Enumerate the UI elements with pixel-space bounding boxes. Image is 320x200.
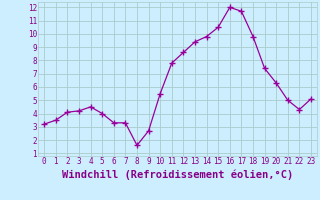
X-axis label: Windchill (Refroidissement éolien,°C): Windchill (Refroidissement éolien,°C): [62, 169, 293, 180]
